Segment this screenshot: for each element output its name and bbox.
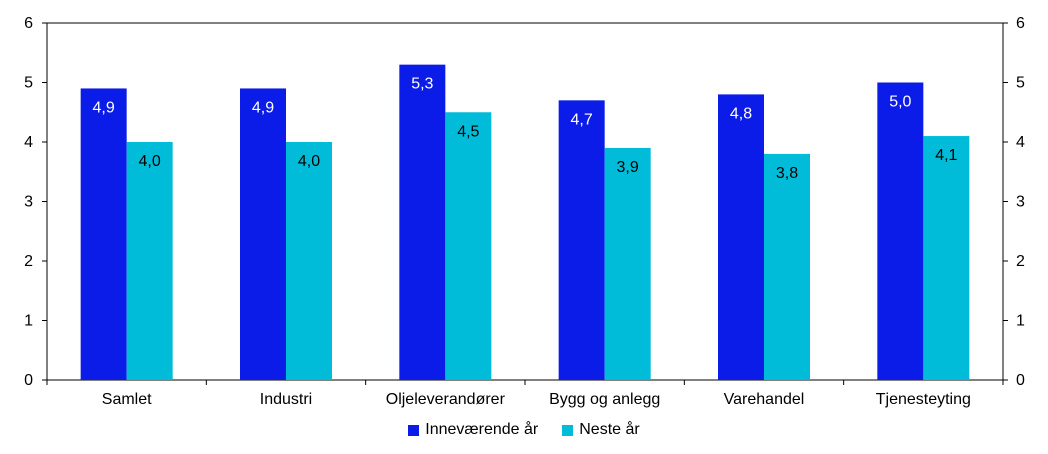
- bar: [558, 100, 605, 380]
- axes: 0 1 2 3 4 5 6 0 1 2 3 4 5 6 Samlet Industri Oljeleverand…: [24, 15, 1025, 408]
- bar: [764, 153, 810, 380]
- x-tick-label: Oljeleverandører: [386, 391, 506, 408]
- legend-label-next-year: Neste år: [579, 421, 640, 438]
- x-tick-label: Samlet: [102, 391, 152, 408]
- x-tick-label: Varehandel: [724, 391, 805, 408]
- bars: [80, 64, 970, 381]
- data-labels: 4,9 4,0 4,9 4,0 5,3 4,5 4,7 3,9 4,8 3,8 5,0 4,1: [93, 76, 958, 182]
- data-label: 4,9: [93, 99, 115, 116]
- data-label: 4,1: [935, 147, 957, 164]
- y2-tick-label: 0: [1016, 372, 1025, 389]
- x-tick-label: Bygg og anlegg: [549, 391, 660, 408]
- y-tick-label: 6: [24, 15, 33, 32]
- bar: [126, 142, 173, 380]
- y-tick-label: 3: [24, 194, 33, 211]
- y-tick-label: 0: [24, 372, 33, 389]
- data-label: 4,8: [730, 105, 752, 122]
- y2-tick-label: 5: [1016, 75, 1025, 92]
- y-tick-label: 2: [24, 253, 33, 270]
- bar: [80, 88, 127, 380]
- y-tick-label: 1: [24, 313, 33, 330]
- x-tick-label: Industri: [260, 391, 312, 408]
- y2-tick-label: 3: [1016, 194, 1025, 211]
- y-tick-label: 4: [24, 134, 33, 151]
- data-label: 3,8: [776, 165, 798, 182]
- legend-swatch-current-year: [408, 424, 420, 436]
- y2-tick-label: 6: [1016, 15, 1025, 32]
- data-label: 3,9: [617, 159, 639, 176]
- data-label: 4,0: [298, 153, 320, 170]
- bar: [923, 136, 970, 380]
- bar: [240, 88, 286, 380]
- plot-frame: [46, 22, 1004, 381]
- data-label: 5,3: [411, 76, 433, 93]
- y2-tick-label: 4: [1016, 134, 1025, 151]
- y2-tick-label: 1: [1016, 313, 1025, 330]
- legend-label-current-year: Inneværende år: [425, 421, 539, 438]
- bar: [286, 142, 332, 380]
- y2-tick-label: 2: [1016, 253, 1025, 270]
- legend-item-next-year: Neste år: [562, 421, 640, 439]
- y-tick-label: 5: [24, 75, 33, 92]
- bar: [399, 64, 446, 381]
- legend-swatch-next-year: [562, 424, 574, 436]
- x-tick-label: Tjenesteyting: [876, 391, 971, 408]
- bar: [604, 147, 651, 380]
- bar: [445, 112, 492, 380]
- data-label: 4,5: [457, 123, 479, 140]
- data-label: 4,7: [571, 111, 593, 128]
- legend-item-current-year: Inneværende år: [408, 421, 538, 439]
- data-label: 5,0: [889, 94, 911, 111]
- data-label: 4,9: [252, 99, 274, 116]
- bar: [718, 94, 764, 381]
- legend: Inneværende år Neste år: [0, 421, 1048, 439]
- data-label: 4,0: [139, 153, 161, 170]
- bar: [877, 82, 924, 380]
